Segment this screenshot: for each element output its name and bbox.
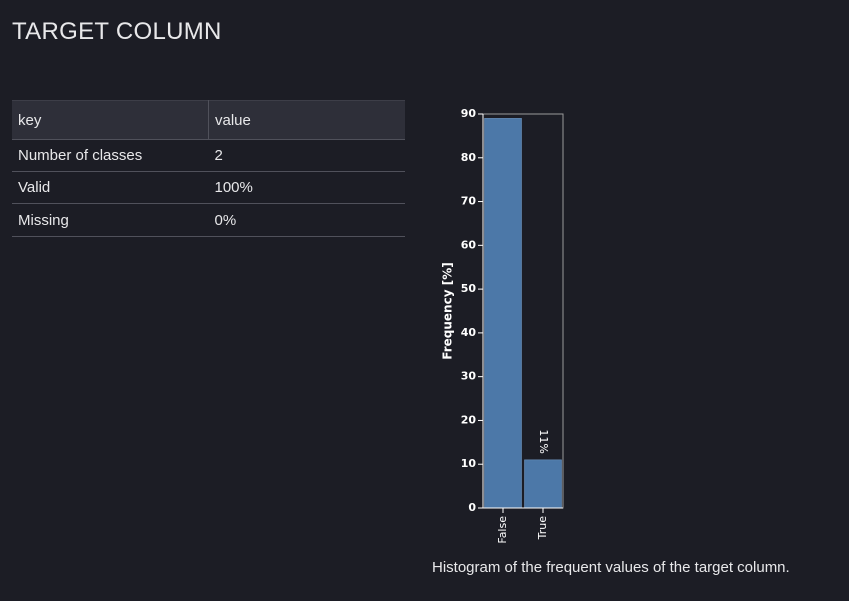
- y-tick-label: 90: [461, 107, 477, 120]
- row-value: 100%: [208, 171, 405, 204]
- x-tick-label: False: [496, 516, 509, 544]
- column-header-key: key: [12, 100, 209, 140]
- frequency-histogram: False 11% True 0 10 20 30 40 50 60 70 80 90 Frequency…: [430, 100, 580, 557]
- section-title: TARGET COLUMN: [12, 18, 222, 45]
- bar-true: [524, 459, 562, 509]
- y-tick-label: 80: [461, 151, 477, 164]
- row-value: 2: [208, 139, 405, 172]
- column-header-value: value: [208, 100, 405, 140]
- y-tick-label: 60: [461, 238, 477, 251]
- row-key: Number of classes: [12, 139, 209, 172]
- y-tick-label: 40: [461, 326, 477, 339]
- y-tick-label: 0: [468, 501, 476, 514]
- y-tick-label: 50: [461, 282, 477, 295]
- table-row: Valid 100%: [12, 171, 405, 204]
- table-row: Number of classes 2: [12, 139, 405, 172]
- y-tick-label: 20: [461, 413, 477, 426]
- bar-false: [484, 118, 522, 509]
- histogram-svg: False 11% True 0 10 20 30 40 50 60 70 80 90 Frequency…: [441, 107, 564, 544]
- y-axis-title: Frequency [%]: [441, 262, 455, 359]
- target-stats-table: key value Number of classes 2 Valid 100%…: [12, 100, 405, 237]
- y-tick-label: 10: [461, 457, 477, 470]
- table-row: Missing 0%: [12, 203, 405, 237]
- row-key: Valid: [12, 171, 209, 204]
- row-value: 0%: [208, 203, 405, 237]
- row-key: Missing: [12, 203, 209, 237]
- x-tick-label: True: [536, 516, 549, 541]
- y-tick-label: 70: [461, 195, 477, 208]
- table-header-row: key value: [12, 100, 405, 140]
- bar-data-label: 11%: [537, 429, 550, 453]
- y-tick-label: 30: [461, 370, 477, 383]
- chart-caption: Histogram of the frequent values of the …: [432, 559, 790, 576]
